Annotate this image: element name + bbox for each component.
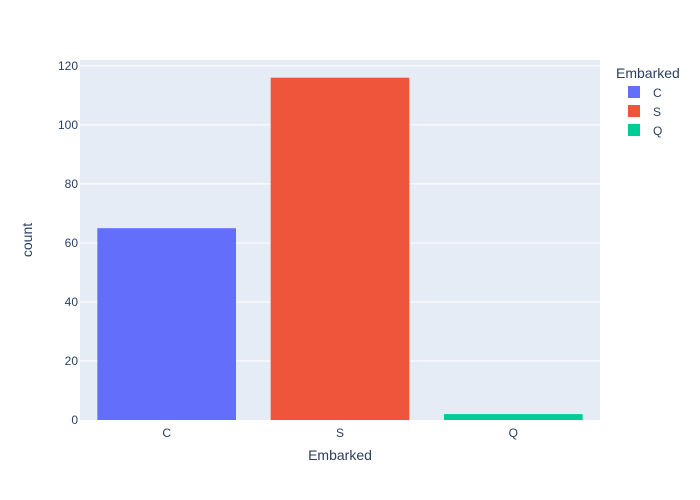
y-tick-label: 120	[58, 59, 78, 73]
bars	[97, 77, 583, 420]
bar-c[interactable]	[97, 228, 236, 420]
x-tick-label: C	[162, 426, 171, 440]
y-tick-label: 20	[65, 354, 79, 368]
legend-swatch	[628, 124, 640, 136]
y-tick-label: 100	[58, 118, 78, 132]
legend-label: Q	[653, 124, 662, 138]
bar-s[interactable]	[270, 77, 410, 420]
legend-label: S	[653, 105, 661, 119]
x-axis-title: Embarked	[308, 447, 372, 463]
y-tick-label: 60	[65, 236, 79, 250]
x-tick-label: S	[336, 426, 344, 440]
legend[interactable]: Embarked CSQ	[616, 65, 680, 138]
x-tick-label: Q	[509, 426, 518, 440]
y-axis-title: count	[19, 223, 35, 257]
legend-label: C	[653, 86, 662, 100]
y-tick-label: 80	[65, 177, 79, 191]
legend-items: CSQ	[628, 86, 662, 138]
bar-q[interactable]	[444, 414, 583, 420]
y-tick-label: 40	[65, 295, 79, 309]
legend-swatch	[628, 105, 640, 117]
legend-swatch	[628, 86, 640, 98]
legend-title: Embarked	[616, 65, 680, 81]
y-axis-ticks: 0 20 40 60 80 100 120	[58, 59, 78, 427]
y-tick-label: 0	[71, 413, 78, 427]
